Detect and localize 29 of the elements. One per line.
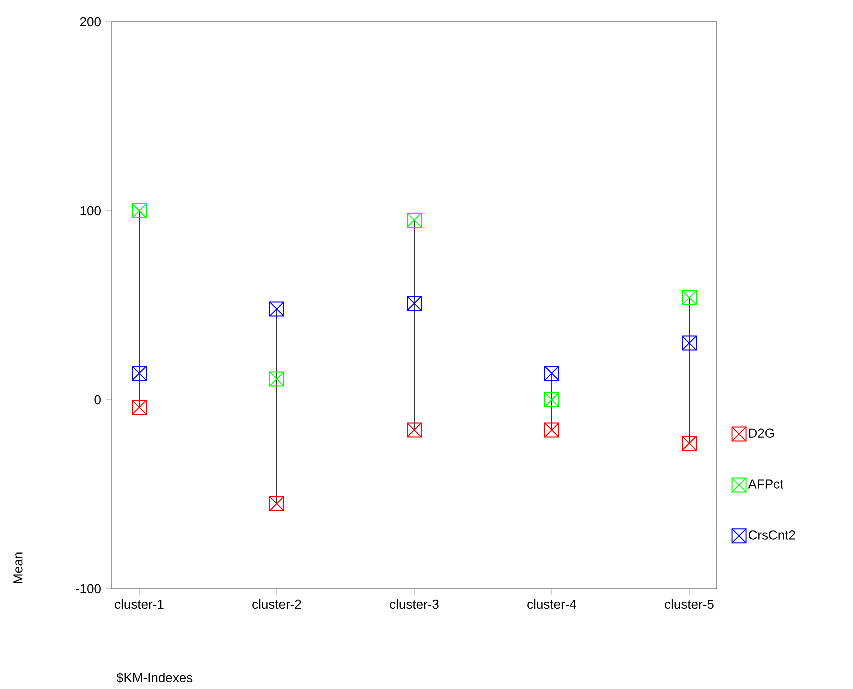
point [544, 392, 560, 408]
y-tick-label: -100 [76, 584, 101, 594]
y-axis-title: Mean [14, 552, 23, 584]
point [270, 496, 284, 512]
point [407, 422, 422, 438]
point [682, 336, 698, 351]
legend-label: AFPct [748, 480, 784, 489]
y-tick-label: 100 [80, 206, 101, 216]
x-tick-label: cluster-3 [390, 600, 439, 610]
point [682, 436, 698, 451]
point [132, 400, 147, 416]
point [270, 372, 284, 387]
x-tick-label: cluster-2 [252, 600, 302, 610]
point [407, 212, 422, 228]
point [132, 203, 147, 218]
point [682, 290, 698, 306]
point [407, 296, 422, 312]
point [270, 302, 284, 317]
point [544, 366, 560, 382]
legend-label: CrsCnt2 [748, 530, 796, 540]
legend-label: D2G [749, 428, 774, 438]
y-tick-label: 200 [80, 17, 101, 27]
point [132, 366, 147, 382]
y-tick-label: 0 [94, 395, 101, 405]
x-tick-label: cluster-4 [528, 600, 577, 610]
x-axis-title: $KM-Indexes [116, 672, 193, 684]
point [544, 422, 560, 438]
x-tick-label: cluster-5 [665, 600, 714, 610]
x-tick-label: cluster-1 [115, 600, 164, 610]
